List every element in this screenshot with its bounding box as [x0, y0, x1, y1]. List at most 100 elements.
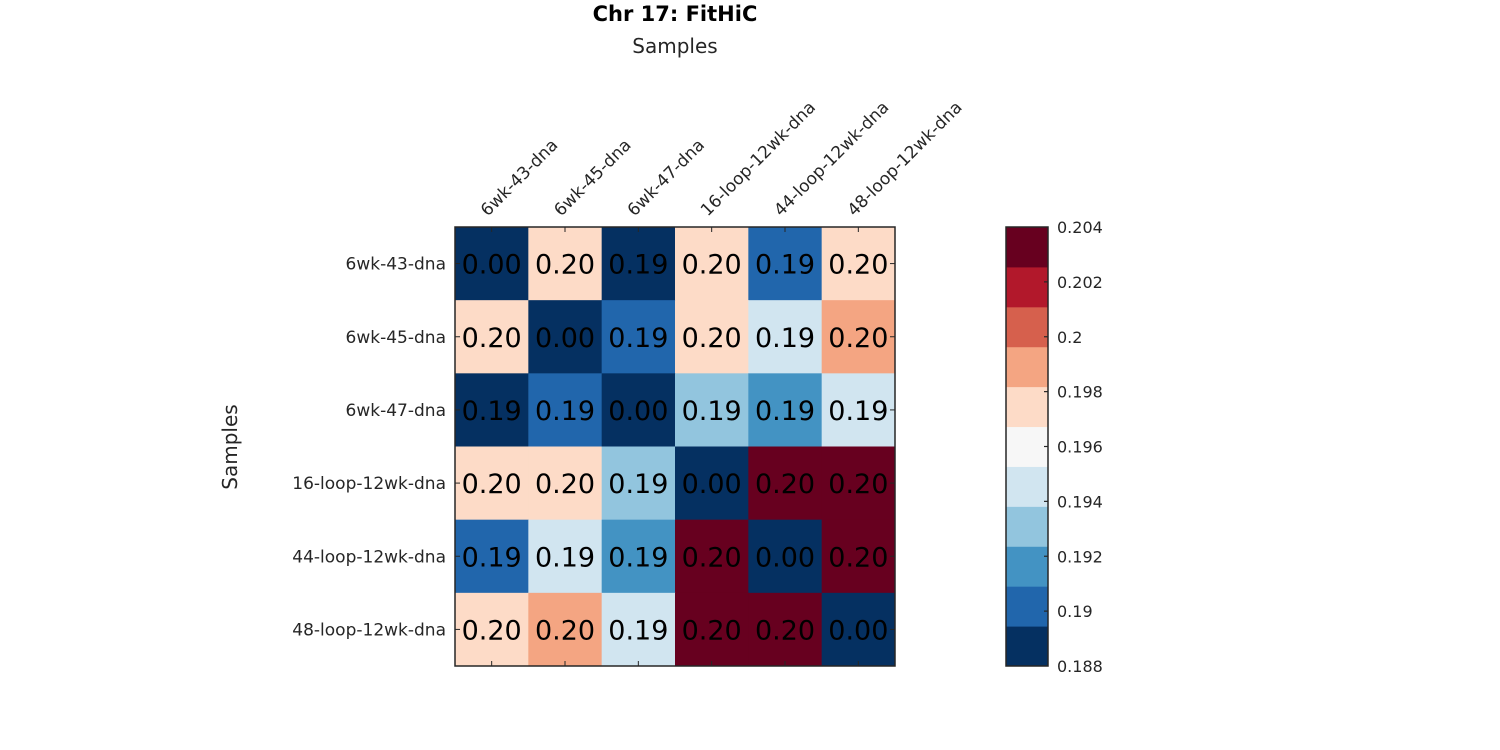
heatmap-cell	[455, 592, 529, 667]
cell-value-label: 0.19	[755, 250, 815, 281]
colorbar-band	[1006, 227, 1048, 268]
heatmap-cell	[748, 227, 823, 301]
cell-value-label: 0.20	[682, 323, 742, 354]
y-tick-label: 44-loop-12wk-dna	[292, 547, 446, 567]
colorbar-band	[1006, 626, 1048, 667]
heatmap-cell	[748, 373, 823, 447]
cell-value-label: 0.20	[462, 469, 522, 500]
colorbar-band	[1006, 426, 1048, 467]
colorbar-band	[1006, 546, 1048, 587]
y-tick-label: 6wk-45-dna	[346, 328, 446, 348]
heatmap-cell	[528, 300, 603, 374]
heatmap-cell	[601, 300, 676, 374]
heatmap-cell	[455, 446, 529, 521]
heatmap-cell	[528, 373, 603, 447]
y-tick-label: 48-loop-12wk-dna	[292, 620, 446, 640]
x-tick-label: 6wk-47-dna	[624, 135, 709, 220]
colorbar: 0.188 0.19 0.192 0.194 0.196 0.198 0.2 0.202 0.2…	[1005, 218, 1103, 676]
cell-value-label: 0.20	[828, 542, 888, 573]
heatmap-cell	[675, 227, 749, 301]
colorbar-tick-label: 0.198	[1057, 383, 1103, 402]
heatmap-cell	[821, 373, 896, 447]
chart-title: Chr 17: FitHiC	[593, 2, 758, 26]
heatmap-cell	[528, 592, 603, 667]
colorbar-tick-label: 0.19	[1057, 602, 1093, 621]
heatmap-cell	[455, 300, 529, 374]
heatmap-cell	[821, 519, 896, 594]
colorbar-tick-label: 0.202	[1057, 273, 1103, 292]
x-tick-label: 6wk-45-dna	[550, 135, 635, 220]
colorbar-band	[1006, 586, 1048, 627]
colorbar-tick-label: 0.194	[1057, 492, 1103, 511]
colorbar-band	[1006, 466, 1048, 507]
cell-value-label: 0.20	[682, 250, 742, 281]
cell-value-label: 0.20	[535, 250, 595, 281]
cell-value-label: 0.00	[535, 323, 595, 354]
colorbar-band	[1006, 266, 1048, 308]
heatmap-cell	[675, 592, 749, 667]
heatmap-cell	[601, 519, 676, 594]
heatmap-cell	[748, 519, 823, 594]
colorbar-tick-label: 0.2	[1057, 328, 1082, 347]
heatmap-cell	[821, 227, 896, 301]
cell-value-label: 0.19	[462, 542, 522, 573]
heatmap-cells	[455, 227, 896, 667]
heatmap-cell	[748, 446, 823, 521]
colorbar-band	[1006, 506, 1048, 547]
cell-value-label: 0.20	[828, 250, 888, 281]
heatmap-cell	[455, 519, 529, 594]
heatmap-cell	[675, 519, 749, 594]
heatmap-cell	[601, 227, 676, 301]
heatmap-cell	[821, 592, 896, 667]
heatmap-cell	[675, 300, 749, 374]
plot-frame	[454, 226, 896, 667]
y-axis-title: Samples	[218, 404, 242, 489]
cell-value-label: 0.19	[535, 396, 595, 427]
heatmap-cell-labels: 0.00 0.20 0.19 0.20 0.19 0.20 0.20 0.00 0.19 0.20…	[462, 250, 889, 647]
cell-value-label: 0.00	[608, 396, 668, 427]
heatmap-cell	[455, 227, 529, 301]
colorbar-tick-label: 0.196	[1057, 438, 1103, 457]
colorbar-band	[1006, 306, 1048, 348]
heatmap-cell	[748, 592, 823, 667]
heatmap-cell	[601, 592, 676, 667]
cell-value-label: 0.19	[608, 469, 668, 500]
cell-value-label: 0.19	[828, 396, 888, 427]
colorbar-band	[1006, 346, 1048, 388]
y-tick-label: 6wk-43-dna	[346, 255, 446, 275]
y-tick-label: 6wk-47-dna	[346, 401, 446, 421]
colorbar-tick-label: 0.192	[1057, 547, 1103, 566]
cell-value-label: 0.19	[535, 542, 595, 573]
cell-value-label: 0.19	[608, 542, 668, 573]
cell-value-label: 0.19	[462, 396, 522, 427]
cell-value-label: 0.20	[462, 323, 522, 354]
cell-value-label: 0.20	[462, 615, 522, 646]
heatmap-cell	[748, 300, 823, 374]
cell-value-label: 0.19	[608, 250, 668, 281]
cell-value-label: 0.19	[682, 396, 742, 427]
heatmap-cell	[528, 227, 603, 301]
x-tick-label: 6wk-43-dna	[477, 135, 562, 220]
x-axis-title: Samples	[632, 34, 717, 58]
y-tick-label: 16-loop-12wk-dna	[292, 474, 446, 494]
cell-value-label: 0.20	[535, 615, 595, 646]
heatmap-cell	[601, 446, 676, 521]
cell-value-label: 0.20	[755, 615, 815, 646]
colorbar-tick-label: 0.188	[1057, 657, 1103, 676]
cell-value-label: 0.19	[755, 396, 815, 427]
y-axis-ticks: 6wk-43-dna 6wk-45-dna 6wk-47-dna 16-loop-12…	[292, 255, 895, 640]
cell-value-label: 0.00	[682, 469, 742, 500]
cell-value-label: 0.00	[462, 250, 522, 281]
heatmap-cell	[528, 446, 603, 521]
heatmap-cell	[601, 373, 676, 447]
heatmap-cell	[821, 300, 896, 374]
cell-value-label: 0.20	[535, 469, 595, 500]
cell-value-label: 0.00	[828, 615, 888, 646]
cell-value-label: 0.20	[828, 323, 888, 354]
heatmap-cell	[675, 373, 749, 447]
cell-value-label: 0.19	[608, 615, 668, 646]
cell-value-label: 0.20	[682, 615, 742, 646]
colorbar-band	[1006, 386, 1048, 428]
cell-value-label: 0.20	[682, 542, 742, 573]
